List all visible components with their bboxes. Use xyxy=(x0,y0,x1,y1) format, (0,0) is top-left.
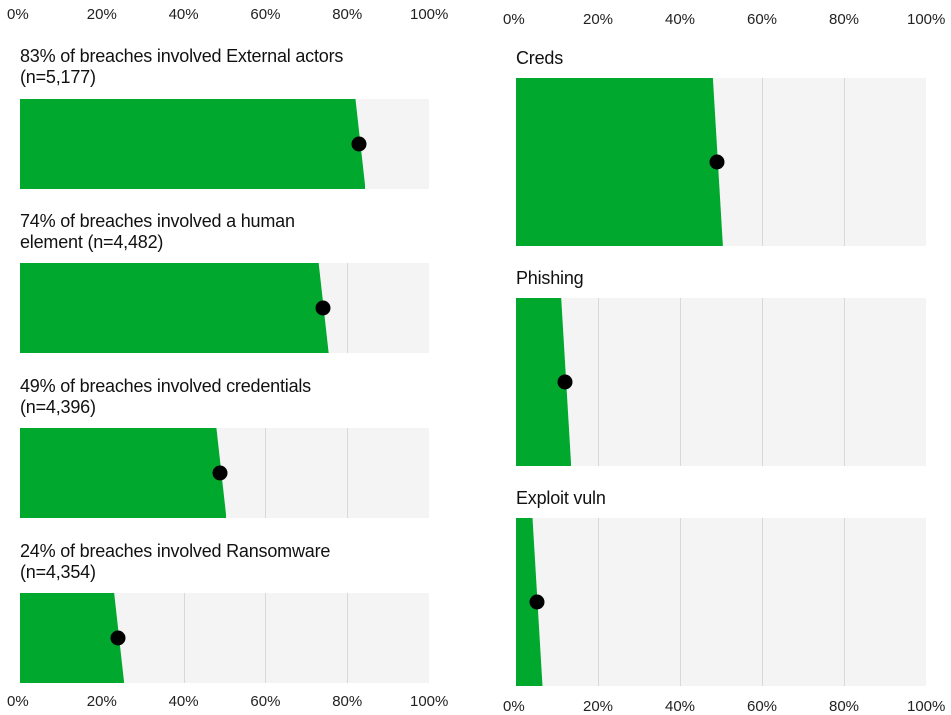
bar-track xyxy=(20,263,429,353)
point-marker xyxy=(351,136,367,152)
top-axis-tick-label: 100% xyxy=(907,11,946,28)
gridline xyxy=(265,593,267,683)
bottom-axis-tick-label: 40% xyxy=(168,693,199,710)
bar-fill xyxy=(20,428,227,518)
top-axis-tick-label: 0% xyxy=(7,6,29,23)
bottom-axis-tick-label: 20% xyxy=(86,693,117,710)
bar-shape xyxy=(20,263,329,353)
top-axis-tick-label: 20% xyxy=(583,11,614,28)
point-marker xyxy=(709,154,725,170)
bar-fill xyxy=(20,263,329,353)
bar-track xyxy=(516,518,926,686)
bottom-axis-tick-label: 0% xyxy=(7,693,29,710)
bar-track xyxy=(20,99,429,189)
bar-shape-path xyxy=(20,428,227,518)
bottom-axis-tick-label: 40% xyxy=(665,698,696,715)
point-marker xyxy=(557,374,573,390)
bar-track xyxy=(20,593,429,683)
bar-shape xyxy=(20,99,366,189)
bar-shape-path xyxy=(20,263,329,353)
bar-shape xyxy=(516,78,723,246)
bar-shape xyxy=(20,593,125,683)
gridline xyxy=(762,518,763,686)
bar-fill xyxy=(516,78,723,246)
gridline xyxy=(844,298,845,466)
bar-title: 74% of breaches involved a human element… xyxy=(20,211,295,252)
bar-fill xyxy=(20,99,366,189)
top-axis-tick-label: 60% xyxy=(250,6,281,23)
top-axis-tick-label: 40% xyxy=(665,11,696,28)
top-axis-tick-label: 0% xyxy=(503,11,525,28)
gridline xyxy=(347,263,349,353)
bar-shape xyxy=(516,298,572,466)
bar-title: 49% of breaches involved credentials (n=… xyxy=(20,376,311,417)
gridline xyxy=(347,593,349,683)
bar-fill xyxy=(516,298,572,466)
gridline xyxy=(680,298,681,466)
gridline xyxy=(347,428,349,518)
gridline xyxy=(680,518,681,686)
gridline xyxy=(598,298,599,466)
bottom-axis-tick-label: 80% xyxy=(332,693,363,710)
gridline xyxy=(762,298,763,466)
gridline xyxy=(762,78,763,246)
top-axis-tick-label: 60% xyxy=(747,11,778,28)
bottom-axis-tick-label: 20% xyxy=(583,698,614,715)
bar-shape-path xyxy=(516,78,723,246)
gridline xyxy=(265,428,267,518)
bar-track xyxy=(516,298,926,466)
bottom-axis-tick-label: 60% xyxy=(747,698,778,715)
gridline xyxy=(844,518,845,686)
bar-title: 24% of breaches involved Ransomware (n=4… xyxy=(20,541,331,582)
bar-shape xyxy=(20,428,227,518)
bar-title: Creds xyxy=(516,48,564,68)
gridline xyxy=(183,593,185,683)
bar-title: 83% of breaches involved External actors… xyxy=(20,46,344,87)
top-axis-tick-label: 100% xyxy=(410,6,449,23)
bottom-axis-tick-label: 100% xyxy=(410,693,449,710)
bar-title: Phishing xyxy=(516,268,584,288)
bar-shape-path xyxy=(516,298,572,466)
gridline xyxy=(844,78,845,246)
bottom-axis-tick-label: 60% xyxy=(250,693,281,710)
point-marker xyxy=(212,465,228,481)
point-marker xyxy=(110,630,126,646)
bottom-axis-tick-label: 80% xyxy=(829,698,860,715)
top-axis-tick-label: 40% xyxy=(168,6,199,23)
gridline xyxy=(598,518,599,686)
bar-shape-path xyxy=(20,593,125,683)
top-axis-tick-label: 80% xyxy=(829,11,860,28)
top-axis-tick-label: 20% xyxy=(86,6,117,23)
point-marker xyxy=(315,300,331,316)
bar-fill xyxy=(20,593,125,683)
bar-shape-path xyxy=(20,99,366,189)
point-marker xyxy=(529,594,544,610)
bar-title: Exploit vuln xyxy=(516,488,606,508)
bottom-axis-tick-label: 0% xyxy=(503,698,525,715)
top-axis-tick-label: 80% xyxy=(332,6,363,23)
bottom-axis-tick-label: 100% xyxy=(907,698,946,715)
